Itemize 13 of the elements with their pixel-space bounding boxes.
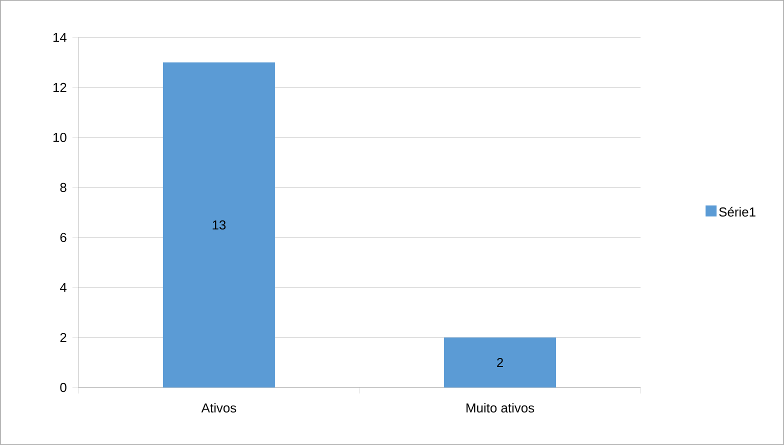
- y-tick-label: 0: [60, 382, 66, 392]
- x-tick-label: Muito ativos: [466, 403, 534, 413]
- y-tick-label: 6: [60, 232, 66, 242]
- y-tick-label: 12: [53, 82, 66, 92]
- y-tick-label: 8: [60, 182, 66, 192]
- data-label: 2: [497, 358, 503, 368]
- x-tick-label: Ativos: [201, 403, 236, 413]
- y-tick-label: 2: [60, 333, 66, 342]
- y-tick-label: 4: [60, 283, 67, 292]
- y-tick-label: 10: [53, 132, 66, 142]
- data-label: 13: [212, 220, 226, 230]
- legend-label: Série1: [719, 206, 756, 217]
- y-tick-label: 14: [53, 33, 67, 42]
